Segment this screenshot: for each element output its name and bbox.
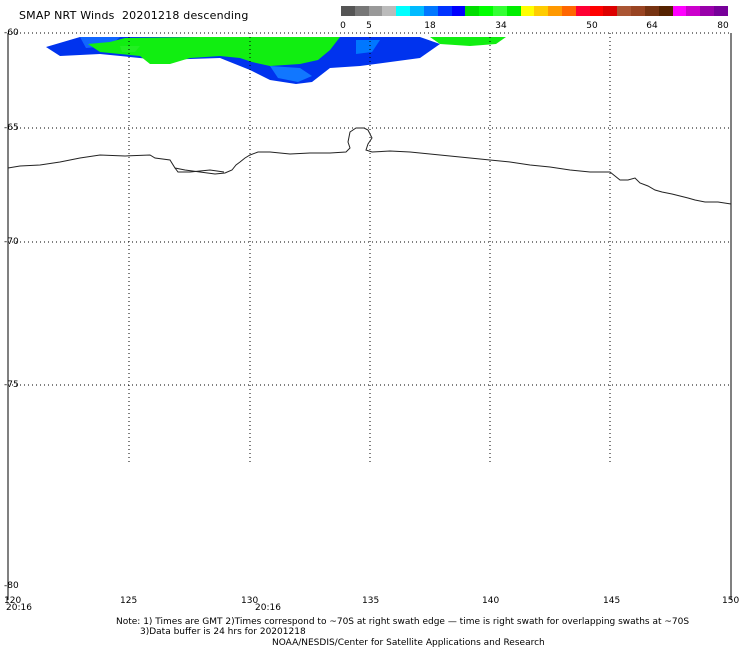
longitude-label: 150 (722, 596, 740, 606)
wind-swath-green (88, 37, 340, 66)
colorbar-segment (410, 6, 424, 16)
colorbar-segment (644, 6, 659, 16)
coastline-detail (174, 167, 225, 173)
colorbar-segment (492, 6, 507, 16)
colorbar-segment (713, 6, 728, 16)
colorbar-segment (548, 6, 562, 16)
colorbar-tick-label: 64 (646, 21, 658, 31)
colorbar-tick-label: 34 (495, 21, 507, 31)
wind-swath-lightblue (356, 40, 380, 54)
latitude-label: -70 (4, 237, 19, 247)
colorbar-segment (341, 6, 355, 16)
colorbar-segment (368, 6, 383, 16)
latitude-label: -75 (4, 380, 19, 390)
colorbar-segment (658, 6, 673, 16)
colorbar-segment (603, 6, 618, 16)
colorbar-tick-label: 5 (366, 21, 372, 31)
colorbar-segment (437, 6, 452, 16)
colorbar-segment (423, 6, 438, 16)
longitude-label: 120 (4, 596, 22, 606)
longitude-gridlines (128, 33, 611, 465)
note-line-1: Note: 1) Times are GMT 2)Times correspon… (116, 617, 690, 627)
longitude-label: 125 (120, 596, 138, 606)
longitude-label: 140 (482, 596, 500, 606)
longitude-label: 135 (362, 596, 380, 606)
colorbar-segment (465, 6, 480, 16)
latitude-label: -60 (4, 28, 19, 38)
antarctic-coastline (7, 127, 732, 205)
note-credit: NOAA/NESDIS/Center for Satellite Applica… (272, 638, 545, 648)
colorbar-segment (575, 6, 590, 16)
colorbar-segment (700, 6, 714, 16)
longitude-label: 130 (241, 596, 259, 606)
colorbar-segment (686, 6, 701, 16)
colorbar-segment (451, 6, 466, 16)
colorbar-segment (589, 6, 604, 16)
colorbar-segment (672, 6, 687, 16)
colorbar-segment (354, 6, 369, 16)
wind-swath-green (120, 46, 140, 52)
map-title: SMAP NRT Winds 20201218 descending (19, 9, 249, 22)
colorbar-segment (479, 6, 493, 16)
time-label: 20:16 (6, 603, 32, 613)
colorbar-segment (562, 6, 576, 16)
colorbar-tick-label: 18 (424, 21, 436, 31)
longitude-label: 145 (603, 596, 621, 606)
colorbar-segment (534, 6, 549, 16)
colorbar-segment (631, 6, 645, 16)
colorbar-tick-label: 50 (586, 21, 598, 31)
latitude-label: -80 (4, 581, 19, 591)
colorbar-segment (382, 6, 397, 16)
time-label: 20:16 (255, 603, 281, 613)
latitude-label: -65 (4, 123, 19, 133)
colorbar-segment (617, 6, 632, 16)
colorbar-segment (396, 6, 411, 16)
wind-speed-color-bar (341, 6, 728, 16)
colorbar-tick-label: 0 (340, 21, 346, 31)
note-line-2: 3)Data buffer is 24 hrs for 20201218 (140, 627, 306, 637)
wind-swath-lightblue (270, 66, 312, 82)
colorbar-segment (520, 6, 535, 16)
colorbar-segment (506, 6, 521, 16)
wind-swath-green (430, 37, 506, 46)
colorbar-tick-label: 80 (717, 21, 729, 31)
